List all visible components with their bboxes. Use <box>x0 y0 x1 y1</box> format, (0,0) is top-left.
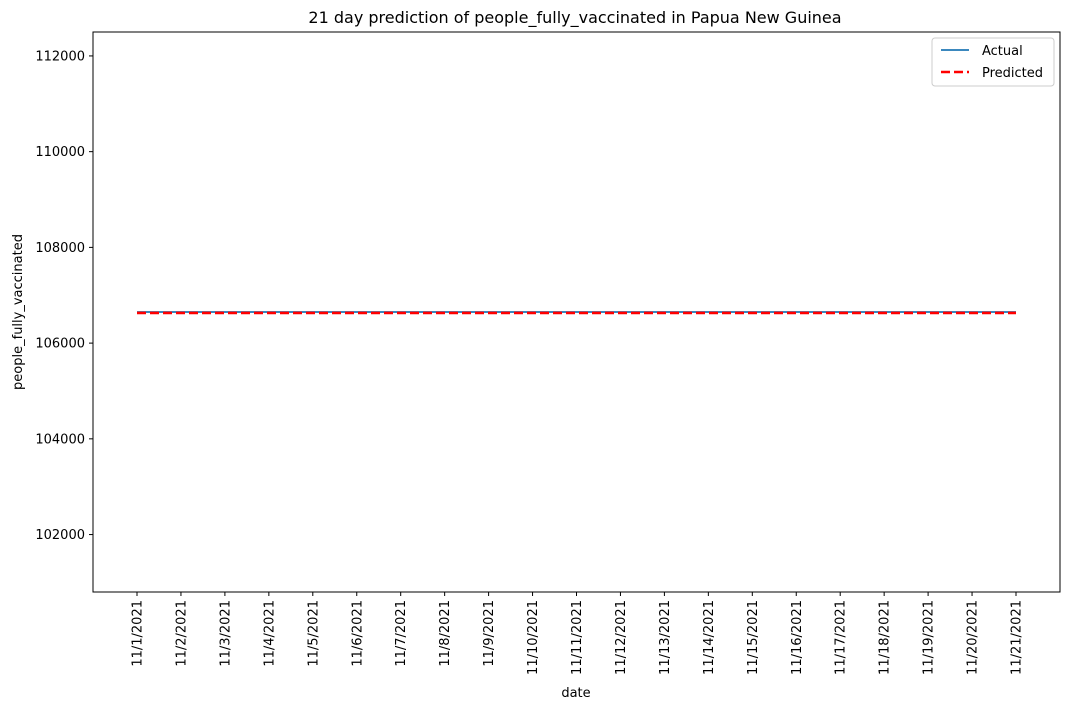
x-tick-label: 11/2/2021 <box>174 600 189 667</box>
y-axis: 102000 104000 106000 108000 110000 112000 <box>35 49 93 543</box>
y-tick-label: 108000 <box>35 241 85 256</box>
x-tick-label: 11/19/2021 <box>922 600 937 675</box>
x-tick-label: 11/10/2021 <box>526 600 541 675</box>
x-tick-label: 11/12/2021 <box>614 600 629 675</box>
x-tick-label: 11/3/2021 <box>218 600 233 667</box>
legend-label-predicted: Predicted <box>982 66 1043 81</box>
x-tick-label: 11/18/2021 <box>878 600 893 675</box>
x-axis: 11/1/2021 11/2/2021 11/3/2021 11/4/2021 11/5… <box>131 592 1025 675</box>
y-tick-label: 102000 <box>35 528 85 543</box>
y-tick-label: 110000 <box>35 145 85 160</box>
x-tick-label: 11/17/2021 <box>834 600 849 675</box>
x-tick-label: 11/11/2021 <box>570 600 585 675</box>
y-tick-label: 106000 <box>35 337 85 352</box>
x-tick-label: 11/20/2021 <box>966 600 981 675</box>
y-tick-label: 104000 <box>35 432 85 447</box>
x-axis-label: date <box>561 686 590 701</box>
x-tick-label: 11/6/2021 <box>350 600 365 667</box>
x-tick-label: 11/5/2021 <box>306 600 321 667</box>
legend-label-actual: Actual <box>982 44 1023 59</box>
series-layer <box>137 311 1016 315</box>
x-tick-label: 11/14/2021 <box>702 600 717 675</box>
x-tick-label: 11/13/2021 <box>658 600 673 675</box>
legend: Actual Predicted <box>931 37 1055 87</box>
y-axis-label: people_fully_vaccinated <box>11 234 26 390</box>
x-tick-label: 11/16/2021 <box>790 600 805 675</box>
x-tick-label: 11/8/2021 <box>438 600 453 667</box>
x-tick-label: 11/1/2021 <box>131 600 146 667</box>
y-tick-label: 112000 <box>35 49 85 64</box>
x-tick-label: 11/4/2021 <box>262 600 277 667</box>
x-tick-label: 11/7/2021 <box>394 600 409 667</box>
plot-area <box>92 31 1061 593</box>
chart-title: 21 day prediction of people_fully_vaccin… <box>308 8 841 28</box>
x-tick-label: 11/21/2021 <box>1010 600 1025 675</box>
x-tick-label: 11/15/2021 <box>746 600 761 675</box>
x-tick-label: 11/9/2021 <box>482 600 497 667</box>
